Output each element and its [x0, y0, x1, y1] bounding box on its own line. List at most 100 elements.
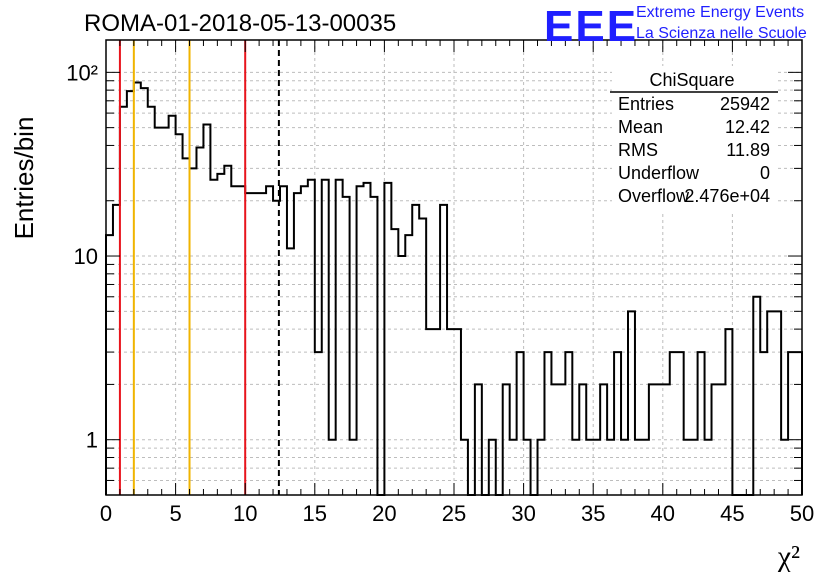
x-axis-label: χ² [777, 540, 800, 572]
histogram-bin [196, 147, 203, 495]
histogram-bin [169, 116, 176, 495]
histogram-bin [294, 193, 301, 495]
histogram-bin [691, 440, 698, 495]
histogram-bin [224, 166, 231, 495]
stats-value: 12.42 [725, 117, 770, 137]
stats-box-background [612, 66, 778, 212]
histogram-bin [663, 384, 670, 495]
x-tick-label: 50 [790, 501, 814, 526]
histogram-bin [287, 248, 294, 495]
x-tick-label: 10 [233, 501, 257, 526]
x-tick-label: 35 [581, 501, 605, 526]
histogram-bin [565, 352, 572, 495]
stats-box-title: ChiSquare [649, 70, 734, 90]
histogram-bin [635, 440, 642, 495]
histogram-bin [113, 205, 120, 495]
y-tick-label: 10² [66, 60, 98, 85]
histogram-bin [280, 186, 287, 495]
histogram-bin [544, 352, 551, 495]
histogram-bin [398, 256, 405, 495]
histogram-outline [105, 81, 803, 496]
histogram-bin [252, 193, 259, 495]
histogram-bin [586, 440, 593, 495]
histogram-bin [781, 440, 788, 495]
histogram-bin [343, 197, 350, 495]
histogram-bin [628, 311, 635, 495]
histogram-bin [322, 180, 329, 495]
histogram-bin [155, 128, 162, 495]
histogram-bin [440, 205, 447, 495]
histogram-bin [426, 329, 433, 495]
histogram-bin [391, 229, 398, 495]
histogram-bin [718, 384, 725, 495]
x-tick-label: 15 [303, 501, 327, 526]
histogram-bin [176, 134, 183, 495]
x-tick-label: 5 [169, 501, 181, 526]
histogram-bin [698, 352, 705, 495]
histogram-bin [329, 440, 336, 495]
histogram-bin [433, 329, 440, 495]
histogram-bin [677, 352, 684, 495]
histogram-bin [266, 186, 273, 495]
histogram-bin [134, 83, 141, 495]
histogram-bin [461, 440, 468, 495]
histogram-bin [753, 297, 760, 495]
histogram-bin [350, 440, 357, 495]
histogram-bin [259, 193, 266, 495]
histogram-bin [538, 440, 545, 495]
histogram-bin [579, 384, 586, 495]
histogram-bin [593, 440, 600, 495]
histogram-bin [649, 384, 656, 495]
histogram-bin [245, 193, 252, 495]
histogram-bin [767, 311, 774, 495]
histogram-bin [489, 440, 496, 495]
histogram-bin [447, 329, 454, 495]
histogram-bin [384, 183, 391, 495]
stats-label: Mean [618, 117, 663, 137]
histogram-bin [419, 219, 426, 495]
x-tick-label: 0 [100, 501, 112, 526]
histogram-bin [774, 311, 781, 495]
x-tick-label: 20 [372, 501, 396, 526]
histogram-bin [524, 440, 531, 495]
stats-value: 2.476e+04 [684, 186, 770, 206]
histogram-bin [621, 440, 628, 495]
logo-line-2: La Scienza nelle Scuole [636, 25, 807, 42]
histogram-bin [301, 186, 308, 495]
x-tick-label: 25 [442, 501, 466, 526]
histogram-bin [607, 440, 614, 495]
histogram-bin [656, 384, 663, 495]
histogram-bin [712, 384, 719, 495]
histogram-bin [210, 180, 217, 495]
histogram-bin [551, 384, 558, 495]
histogram-bin [217, 174, 224, 495]
histogram-bin [788, 352, 795, 495]
histogram-bin [357, 186, 364, 495]
histogram-bin [642, 440, 649, 495]
logo-line-1: Extreme Energy Events [636, 4, 805, 21]
histogram-bin [670, 352, 677, 495]
histogram-bin [336, 180, 343, 495]
histogram-bin [760, 352, 767, 495]
histogram-bin [405, 235, 412, 495]
histogram-bin [203, 125, 210, 495]
histogram-bin [308, 180, 315, 495]
histogram-bin [148, 107, 155, 495]
stats-value: 0 [760, 163, 770, 183]
histogram-bin [475, 384, 482, 495]
histogram-bin [238, 186, 245, 495]
histogram-bin [364, 183, 371, 495]
histogram-bin [600, 384, 607, 495]
histogram-bin [705, 440, 712, 495]
histogram-bin [510, 440, 517, 495]
histogram-bin [183, 158, 190, 495]
stats-value: 25942 [720, 94, 770, 114]
y-tick-label: 1 [86, 428, 98, 453]
histogram-bin [141, 88, 148, 495]
stats-label: Entries [618, 94, 674, 114]
histogram-bin [127, 91, 134, 495]
stats-label: Overflow [618, 186, 690, 206]
histogram-bin [517, 352, 524, 495]
y-tick-label: 10 [74, 244, 98, 269]
